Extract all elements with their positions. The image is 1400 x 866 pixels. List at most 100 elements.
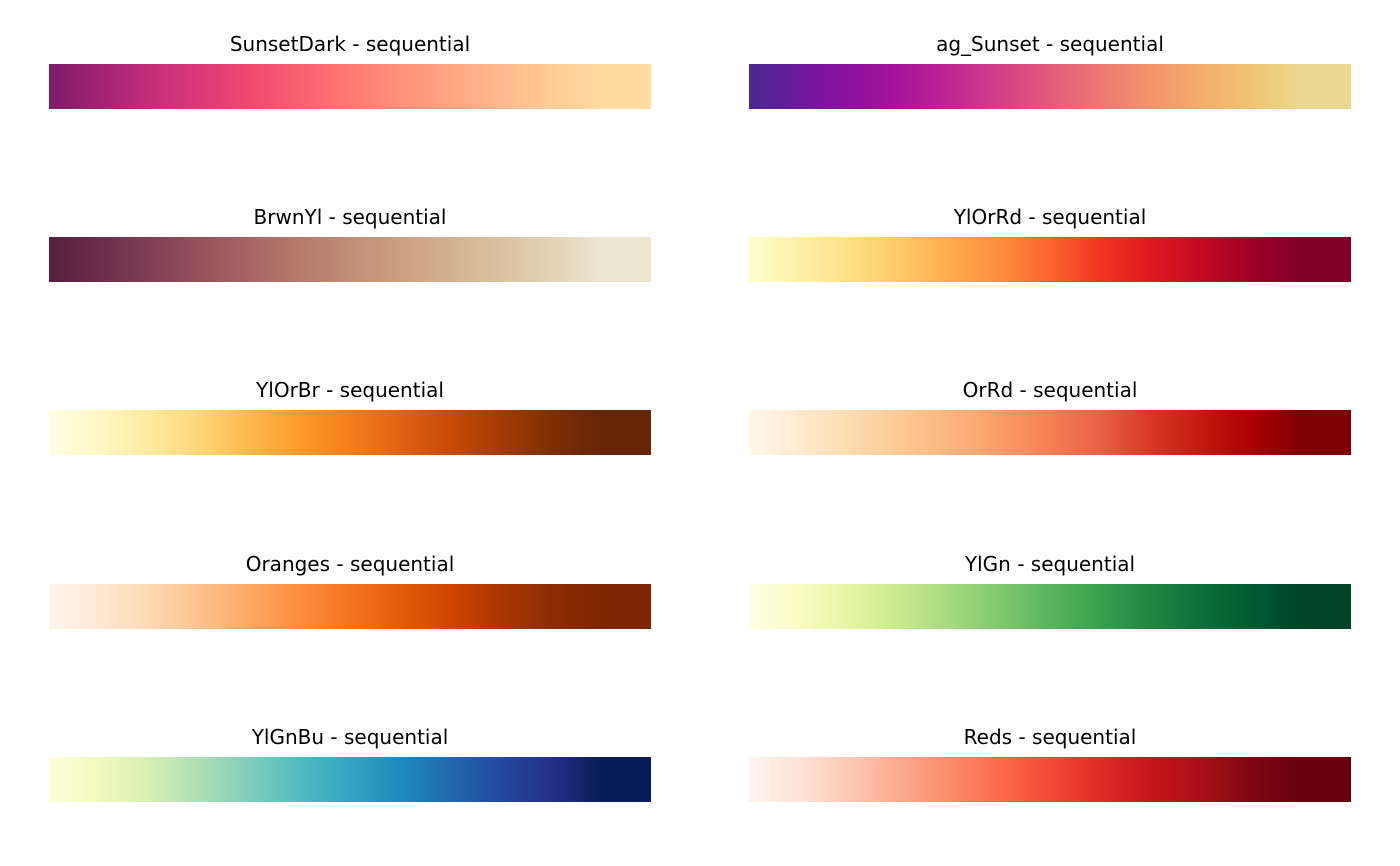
palette-title: YlGn - sequential: [964, 552, 1136, 576]
palette-panel: YlOrBr - sequential: [49, 346, 652, 506]
color-swatch: [500, 584, 551, 629]
color-swatch: [49, 64, 100, 109]
color-swatch: [849, 410, 900, 455]
palette-title: YlOrRd - sequential: [953, 205, 1147, 229]
color-swatch: [550, 410, 601, 455]
palette-title: BrwnYl - sequential: [253, 205, 447, 229]
color-swatch: [149, 410, 200, 455]
color-swatch: [999, 410, 1051, 455]
color-swatch: [849, 64, 900, 109]
color-swatch: [500, 410, 551, 455]
palette-colorbar: [749, 757, 1352, 802]
color-swatch: [450, 757, 501, 802]
palette-title: Oranges - sequential: [245, 552, 455, 576]
color-swatch: [600, 410, 652, 455]
color-swatch: [299, 64, 351, 109]
palette-colorbar: [49, 584, 652, 629]
color-swatch: [1200, 757, 1251, 802]
color-swatch: [500, 237, 551, 282]
color-swatch: [1300, 757, 1352, 802]
palette-panel: ag_Sunset - sequential: [749, 0, 1352, 160]
color-swatch: [1100, 757, 1151, 802]
color-swatch: [99, 64, 150, 109]
color-swatch: [899, 64, 950, 109]
palette-panel: SunsetDark - sequential: [49, 0, 652, 160]
color-swatch: [749, 237, 800, 282]
color-swatch: [350, 64, 401, 109]
color-swatch: [350, 584, 401, 629]
palette-colorbar: [49, 64, 652, 109]
color-swatch: [49, 237, 100, 282]
color-swatch: [1150, 237, 1201, 282]
color-swatch: [899, 237, 950, 282]
color-swatch: [949, 584, 1000, 629]
color-swatch: [1250, 237, 1301, 282]
color-swatch: [350, 410, 401, 455]
color-swatch: [450, 237, 501, 282]
color-swatch: [849, 584, 900, 629]
color-swatch: [1200, 584, 1251, 629]
palette-colorbar: [49, 757, 652, 802]
color-swatch: [500, 757, 551, 802]
color-swatch: [550, 64, 601, 109]
color-swatch: [49, 757, 100, 802]
color-swatch: [600, 237, 652, 282]
color-swatch: [1150, 757, 1201, 802]
color-swatch: [199, 237, 250, 282]
color-swatch: [999, 237, 1051, 282]
color-swatch: [400, 237, 451, 282]
color-swatch: [249, 584, 300, 629]
palette-colorbar: [749, 410, 1352, 455]
color-swatch: [1050, 410, 1101, 455]
color-swatch: [99, 410, 150, 455]
color-swatch: [849, 237, 900, 282]
color-swatch: [1150, 410, 1201, 455]
palette-panel: Oranges - sequential: [49, 520, 652, 680]
palette-colorbar: [49, 410, 652, 455]
color-swatch: [999, 64, 1051, 109]
color-swatch: [1200, 237, 1251, 282]
color-swatch: [249, 757, 300, 802]
color-swatch: [1150, 64, 1201, 109]
color-swatch: [949, 237, 1000, 282]
palette-colorbar: [749, 64, 1352, 109]
color-swatch: [199, 64, 250, 109]
palette-colorbar: [49, 237, 652, 282]
color-swatch: [1300, 64, 1352, 109]
color-swatch: [999, 757, 1051, 802]
color-swatch: [249, 64, 300, 109]
color-swatch: [949, 410, 1000, 455]
color-swatch: [1200, 64, 1251, 109]
color-swatch: [1250, 64, 1301, 109]
color-swatch: [1100, 64, 1151, 109]
color-swatch: [899, 757, 950, 802]
color-swatch: [1200, 410, 1251, 455]
color-swatch: [799, 64, 850, 109]
color-swatch: [1100, 237, 1151, 282]
color-swatch: [749, 64, 800, 109]
color-swatch: [199, 757, 250, 802]
color-swatch: [949, 757, 1000, 802]
color-swatch: [1100, 410, 1151, 455]
color-swatch: [1150, 584, 1201, 629]
color-swatch: [749, 584, 800, 629]
color-swatch: [299, 757, 351, 802]
color-swatch: [749, 757, 800, 802]
color-swatch: [1250, 584, 1301, 629]
color-swatch: [1100, 584, 1151, 629]
palette-panel: BrwnYl - sequential: [49, 173, 652, 333]
color-swatch: [400, 410, 451, 455]
color-swatch: [799, 584, 850, 629]
color-swatch: [1250, 757, 1301, 802]
color-swatch: [350, 757, 401, 802]
palette-panel: Reds - sequential: [749, 693, 1352, 853]
color-swatch: [899, 584, 950, 629]
color-swatch: [1050, 757, 1101, 802]
color-swatch: [550, 757, 601, 802]
color-swatch: [350, 237, 401, 282]
color-swatch: [749, 410, 800, 455]
color-swatch: [400, 757, 451, 802]
color-swatch: [1050, 584, 1101, 629]
color-swatch: [400, 584, 451, 629]
